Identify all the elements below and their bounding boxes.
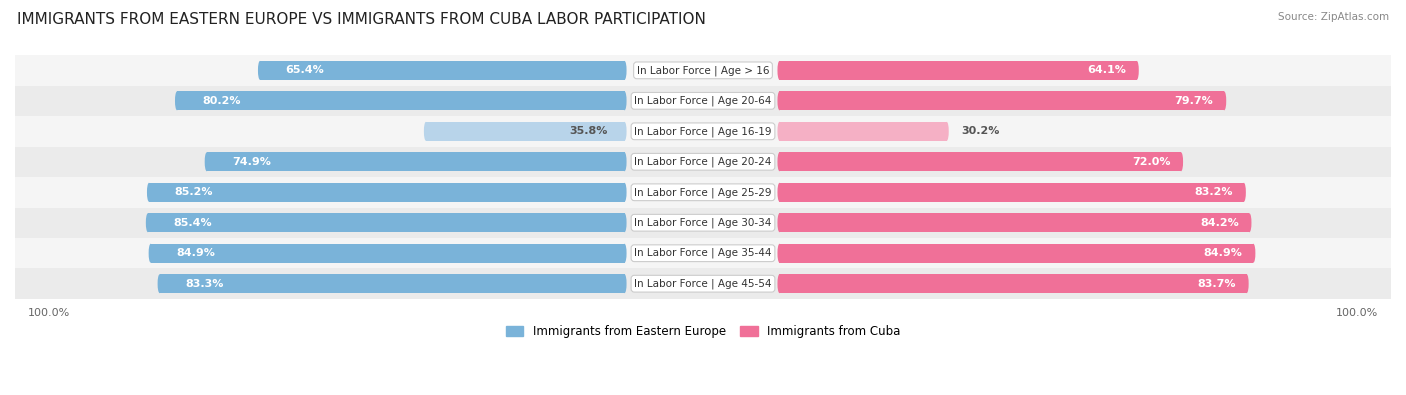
- Text: 64.1%: 64.1%: [1087, 65, 1126, 75]
- Circle shape: [157, 274, 162, 293]
- Circle shape: [174, 91, 179, 110]
- Circle shape: [778, 244, 782, 263]
- Circle shape: [623, 61, 627, 80]
- Text: 79.7%: 79.7%: [1175, 96, 1213, 106]
- Circle shape: [1244, 274, 1249, 293]
- Circle shape: [623, 183, 627, 202]
- Text: 84.2%: 84.2%: [1199, 218, 1239, 228]
- Bar: [15, 269, 1391, 299]
- Bar: [779, 213, 1250, 232]
- Circle shape: [623, 244, 627, 263]
- Circle shape: [778, 61, 782, 80]
- Text: In Labor Force | Age 25-29: In Labor Force | Age 25-29: [634, 187, 772, 198]
- Bar: [177, 91, 624, 110]
- Bar: [426, 122, 624, 141]
- Bar: [15, 177, 1391, 207]
- Circle shape: [778, 213, 782, 232]
- Text: 84.9%: 84.9%: [1204, 248, 1243, 258]
- Bar: [15, 238, 1391, 269]
- Bar: [15, 147, 1391, 177]
- Bar: [148, 213, 624, 232]
- Bar: [149, 183, 624, 202]
- Text: 80.2%: 80.2%: [202, 96, 240, 106]
- Text: In Labor Force | Age > 16: In Labor Force | Age > 16: [637, 65, 769, 75]
- Bar: [779, 183, 1244, 202]
- Circle shape: [149, 244, 153, 263]
- Text: In Labor Force | Age 20-64: In Labor Force | Age 20-64: [634, 96, 772, 106]
- Bar: [150, 244, 624, 263]
- Text: 65.4%: 65.4%: [285, 65, 325, 75]
- Bar: [207, 152, 624, 171]
- Circle shape: [1241, 183, 1246, 202]
- Text: 83.3%: 83.3%: [186, 279, 224, 289]
- Text: 30.2%: 30.2%: [962, 126, 1000, 136]
- Circle shape: [1251, 244, 1256, 263]
- Text: 72.0%: 72.0%: [1132, 157, 1170, 167]
- Circle shape: [1135, 61, 1139, 80]
- Text: 85.4%: 85.4%: [173, 218, 212, 228]
- Circle shape: [148, 183, 150, 202]
- Bar: [15, 116, 1391, 147]
- Text: 100.0%: 100.0%: [28, 308, 70, 318]
- Text: 100.0%: 100.0%: [1336, 308, 1378, 318]
- Circle shape: [623, 274, 627, 293]
- Circle shape: [257, 61, 262, 80]
- Bar: [779, 152, 1181, 171]
- Bar: [779, 91, 1225, 110]
- Text: IMMIGRANTS FROM EASTERN EUROPE VS IMMIGRANTS FROM CUBA LABOR PARTICIPATION: IMMIGRANTS FROM EASTERN EUROPE VS IMMIGR…: [17, 12, 706, 27]
- Circle shape: [1180, 152, 1182, 171]
- Bar: [779, 244, 1253, 263]
- Circle shape: [778, 91, 782, 110]
- Bar: [779, 274, 1247, 293]
- Circle shape: [778, 122, 782, 141]
- Text: Source: ZipAtlas.com: Source: ZipAtlas.com: [1278, 12, 1389, 22]
- Bar: [779, 122, 946, 141]
- Text: 83.7%: 83.7%: [1198, 279, 1236, 289]
- Circle shape: [623, 122, 627, 141]
- Bar: [15, 207, 1391, 238]
- Legend: Immigrants from Eastern Europe, Immigrants from Cuba: Immigrants from Eastern Europe, Immigran…: [501, 321, 905, 343]
- Text: 85.2%: 85.2%: [174, 187, 212, 197]
- Circle shape: [623, 152, 627, 171]
- Circle shape: [1222, 91, 1226, 110]
- Text: In Labor Force | Age 35-44: In Labor Force | Age 35-44: [634, 248, 772, 258]
- Circle shape: [778, 274, 782, 293]
- Bar: [260, 61, 624, 80]
- Circle shape: [623, 213, 627, 232]
- Circle shape: [945, 122, 949, 141]
- Text: In Labor Force | Age 45-54: In Labor Force | Age 45-54: [634, 278, 772, 289]
- Circle shape: [146, 213, 150, 232]
- Text: In Labor Force | Age 20-24: In Labor Force | Age 20-24: [634, 156, 772, 167]
- Circle shape: [205, 152, 208, 171]
- Bar: [15, 86, 1391, 116]
- Text: 83.2%: 83.2%: [1195, 187, 1233, 197]
- Circle shape: [1247, 213, 1251, 232]
- Bar: [160, 274, 624, 293]
- Circle shape: [423, 122, 427, 141]
- Text: 74.9%: 74.9%: [232, 157, 271, 167]
- Text: 84.9%: 84.9%: [176, 248, 215, 258]
- Text: In Labor Force | Age 30-34: In Labor Force | Age 30-34: [634, 218, 772, 228]
- Bar: [15, 55, 1391, 86]
- Text: 35.8%: 35.8%: [569, 126, 607, 136]
- Bar: [779, 61, 1137, 80]
- Circle shape: [778, 183, 782, 202]
- Text: In Labor Force | Age 16-19: In Labor Force | Age 16-19: [634, 126, 772, 137]
- Circle shape: [778, 152, 782, 171]
- Circle shape: [623, 91, 627, 110]
